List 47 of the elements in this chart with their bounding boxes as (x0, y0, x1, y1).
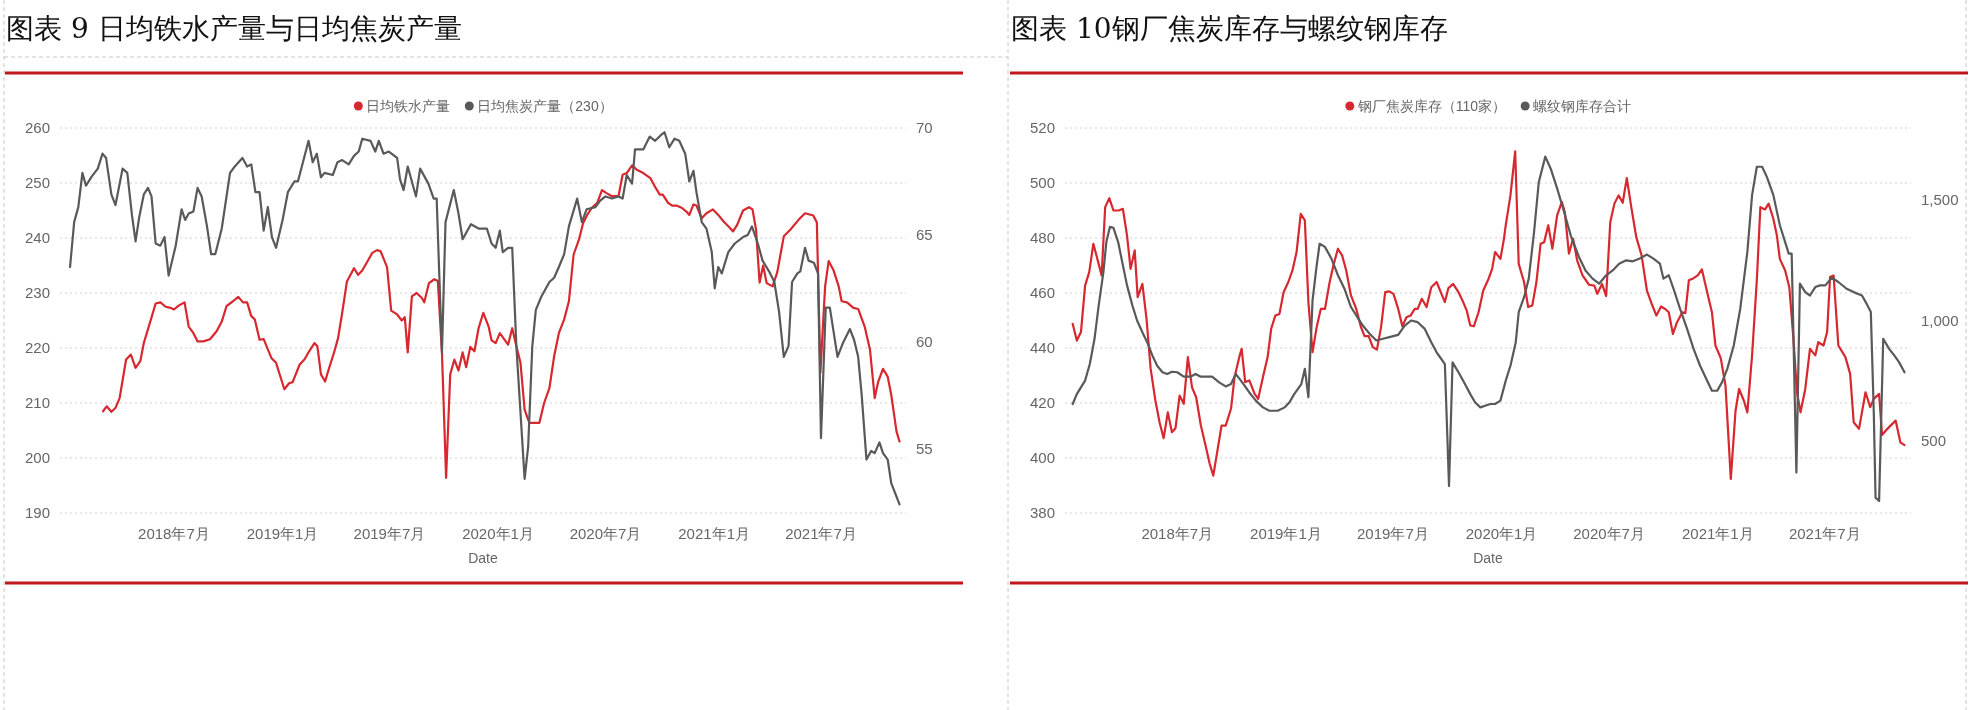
x-tick-label: 2019年1月 (246, 525, 319, 542)
y2-tick-label: 500 (1921, 431, 1947, 449)
y2-tick-label: 55 (916, 439, 933, 457)
y2-tick-label: 65 (916, 225, 933, 243)
x-tick-label: 2020年1月 (462, 525, 534, 542)
x-tick-label: 2021年1月 (1681, 525, 1754, 542)
x-tick-label: 2019年7月 (353, 525, 426, 542)
y-tick-label: 380 (1029, 504, 1055, 521)
x-tick-label: 2021年7月 (1788, 525, 1861, 542)
y-tick-label: 440 (1029, 339, 1055, 356)
x-tick-label: 2018年7月 (138, 525, 210, 542)
y-tick-label: 520 (1029, 119, 1055, 136)
chart-title: 图表 9 日均铁水产量与日均焦炭产量 (6, 12, 462, 45)
x-tick-label: 2021年1月 (678, 525, 750, 542)
legend-label: 日均焦炭产量（230） (477, 98, 613, 114)
y-tick-label: 250 (24, 174, 50, 191)
chart-title: 图表 10钢厂焦炭库存与螺纹钢库存 (1011, 12, 1448, 45)
y-tick-label: 400 (1029, 449, 1055, 466)
legend-label: 螺纹钢库存合计 (1533, 98, 1632, 114)
y-tick-label: 420 (1029, 394, 1055, 411)
x-tick-label: 2018年7月 (1141, 525, 1214, 542)
y2-tick-label: 60 (916, 332, 933, 350)
y-tick-label: 260 (24, 119, 50, 136)
y-tick-label: 460 (1029, 284, 1055, 301)
y2-tick-label: 1,500 (1921, 191, 1959, 209)
x-tick-label: 2020年7月 (1573, 525, 1645, 542)
legend-label: 钢厂焦炭库存（110家） (1356, 98, 1507, 114)
x-tick-label: 2019年7月 (1357, 525, 1429, 542)
x-axis-title: Date (1473, 550, 1503, 566)
y-tick-label: 210 (24, 394, 50, 411)
y-tick-label: 500 (1029, 174, 1055, 191)
x-tick-label: 2020年1月 (1465, 525, 1538, 542)
y-tick-label: 190 (24, 504, 50, 521)
y-tick-label: 240 (24, 229, 50, 246)
legend-label: 日均铁水产量 (366, 98, 451, 114)
y-tick-label: 200 (24, 449, 50, 466)
y-tick-label: 220 (24, 339, 50, 356)
y-tick-label: 480 (1029, 229, 1055, 246)
x-tick-label: 2020年7月 (569, 525, 642, 542)
y2-tick-label: 70 (916, 119, 933, 136)
x-tick-label: 2019年1月 (1250, 525, 1322, 542)
x-tick-label: 2021年7月 (785, 525, 857, 542)
x-axis-title: Date (468, 550, 498, 566)
y-tick-label: 230 (24, 284, 50, 301)
line-series (68, 131, 901, 506)
line-series (102, 164, 901, 479)
y2-tick-label: 1,000 (1921, 311, 1959, 329)
